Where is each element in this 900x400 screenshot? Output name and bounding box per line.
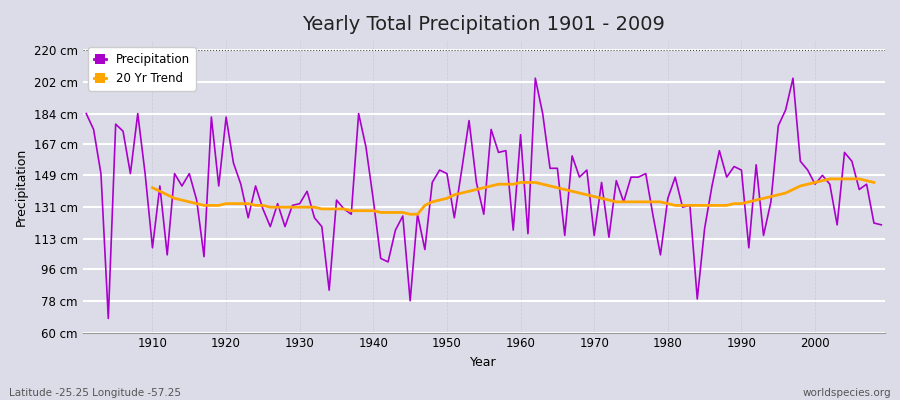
Text: Latitude -25.25 Longitude -57.25: Latitude -25.25 Longitude -57.25 <box>9 388 181 398</box>
X-axis label: Year: Year <box>471 356 497 369</box>
Legend: Precipitation, 20 Yr Trend: Precipitation, 20 Yr Trend <box>88 47 195 91</box>
Title: Yearly Total Precipitation 1901 - 2009: Yearly Total Precipitation 1901 - 2009 <box>302 15 665 34</box>
Text: worldspecies.org: worldspecies.org <box>803 388 891 398</box>
Y-axis label: Precipitation: Precipitation <box>15 148 28 226</box>
